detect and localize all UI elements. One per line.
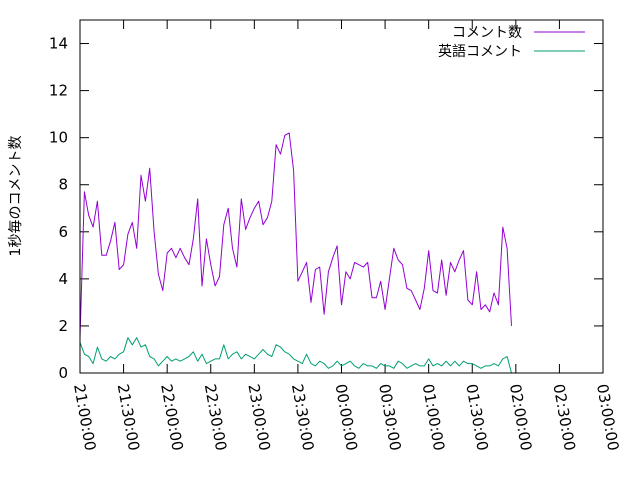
- y-tick-label: 6: [58, 223, 68, 241]
- axis-ticks: [79, 20, 604, 374]
- legend-label-1: コメント数: [452, 25, 522, 41]
- x-tick-label: 00:00:00: [332, 383, 361, 452]
- x-tick-label: 02:00:00: [506, 383, 535, 452]
- y-tick-label: 0: [58, 364, 68, 382]
- x-tick-label: 03:00:00: [593, 383, 622, 452]
- x-tick-label: 21:30:00: [114, 383, 143, 452]
- series-line-2: [79, 337, 512, 374]
- series-line-1: [79, 132, 512, 338]
- x-tick-label: 00:30:00: [375, 383, 404, 452]
- y-tick-labels: 0 2 4 6 8 10 12 14: [49, 35, 68, 382]
- x-tick-label: 23:00:00: [244, 383, 273, 452]
- x-tick-label: 22:30:00: [201, 383, 230, 452]
- y-axis-label: 1秒毎のコメント数: [8, 136, 24, 257]
- legend-label-2: 英語コメント: [438, 43, 522, 60]
- x-tick-label: 01:30:00: [462, 383, 491, 452]
- y-tick-label: 2: [58, 317, 68, 335]
- y-tick-label: 10: [49, 129, 68, 147]
- x-tick-label: 23:30:00: [288, 383, 317, 452]
- x-tick-label: 02:30:00: [549, 383, 578, 452]
- y-tick-label: 14: [49, 35, 68, 53]
- x-tick-label: 01:00:00: [419, 383, 448, 452]
- y-tick-label: 12: [49, 82, 68, 100]
- y-tick-label: 8: [58, 176, 68, 194]
- x-tick-label: 21:00:00: [70, 383, 99, 452]
- x-tick-label: 22:00:00: [157, 383, 186, 452]
- x-tick-labels: 21:00:00 21:30:00 22:00:00 22:30:00 23:00:00…: [70, 383, 622, 452]
- y-tick-label: 4: [58, 270, 68, 288]
- series-lines: [79, 132, 512, 374]
- plot-frame: [79, 19, 604, 374]
